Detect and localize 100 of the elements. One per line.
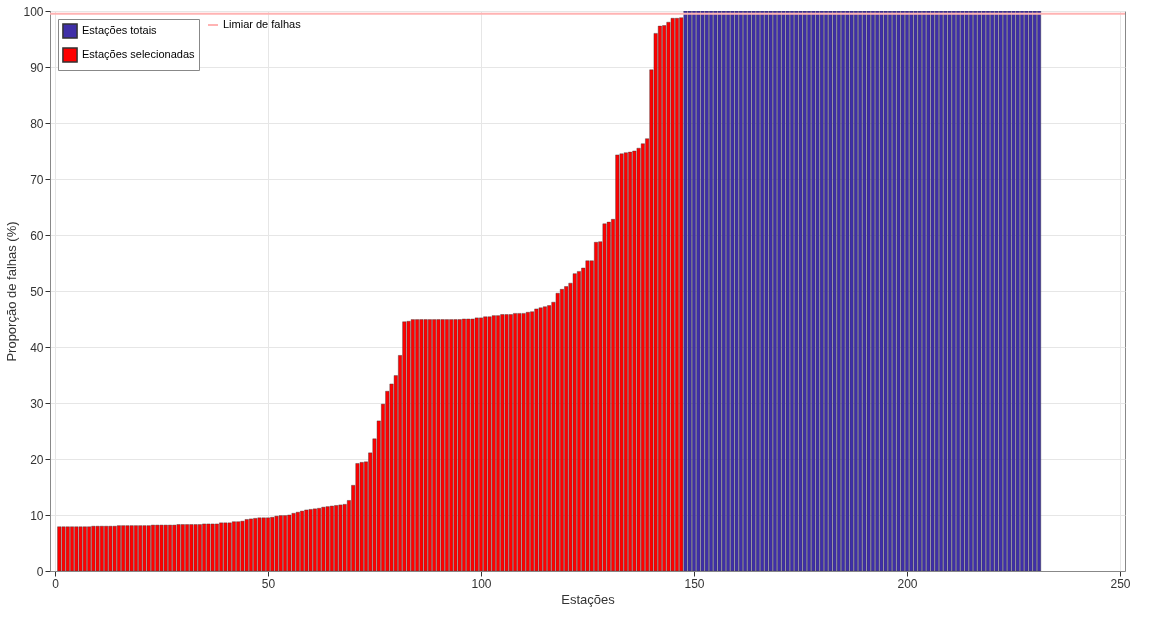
y-tick-label: 30 [30, 396, 44, 411]
bar [943, 11, 948, 571]
bar [440, 319, 445, 571]
y-tick-label: 80 [30, 116, 44, 131]
y-tick-label: 70 [30, 172, 44, 187]
bar [312, 508, 317, 571]
bar [261, 517, 266, 571]
bar [253, 518, 258, 571]
bar [1024, 11, 1029, 571]
bar [61, 526, 66, 571]
bar [981, 11, 986, 571]
bar [909, 11, 914, 571]
bar [883, 11, 888, 571]
bar [619, 153, 624, 571]
bar [764, 11, 769, 571]
x-tick-label: 150 [684, 576, 705, 591]
bar [176, 524, 181, 571]
bar [125, 525, 130, 571]
bar [146, 525, 151, 571]
bar [900, 11, 905, 571]
x-tick-label: 200 [897, 576, 918, 591]
bar [798, 11, 803, 571]
bar [291, 513, 296, 571]
bar [768, 11, 773, 571]
bar [751, 11, 756, 571]
bar [419, 319, 424, 571]
bar [913, 11, 918, 571]
bar [755, 11, 760, 571]
bar [662, 25, 667, 571]
y-tick-label: 20 [30, 452, 44, 467]
y-tick-label: 100 [23, 4, 44, 19]
bar [257, 517, 262, 571]
bar [998, 11, 1003, 571]
bar [155, 524, 160, 571]
bar [121, 525, 126, 571]
bar [308, 509, 313, 571]
bar [819, 11, 824, 571]
bar [236, 521, 241, 571]
bar [359, 462, 364, 571]
bar [858, 11, 863, 571]
y-tick-label: 0 [36, 564, 44, 579]
legend-label: Estações totais [82, 24, 158, 36]
bar [180, 524, 185, 571]
bar [342, 504, 347, 571]
bar [189, 524, 194, 571]
bar [815, 11, 820, 571]
bar [930, 11, 935, 571]
bar [892, 11, 897, 571]
bar [508, 314, 513, 571]
bar [602, 223, 607, 571]
bar [142, 525, 147, 571]
bar [666, 22, 671, 571]
bar [95, 526, 100, 571]
bar [321, 506, 326, 571]
bar [828, 11, 833, 571]
bar [99, 526, 104, 571]
bar [947, 11, 952, 571]
x-axis-title: Estações [561, 591, 616, 607]
bar [572, 273, 577, 571]
bar [517, 313, 522, 571]
bar [547, 305, 552, 571]
bar [990, 11, 995, 571]
bar [832, 11, 837, 571]
bar [896, 11, 901, 571]
bar [57, 526, 62, 571]
bar [270, 517, 275, 571]
bar [423, 319, 428, 571]
bar [470, 318, 475, 571]
bar [138, 525, 143, 571]
bar [227, 522, 232, 571]
bar [338, 504, 343, 571]
bar [994, 11, 999, 571]
bar [91, 526, 96, 571]
bar [696, 11, 701, 571]
bar [760, 11, 765, 571]
bar [866, 11, 871, 571]
bar [968, 11, 973, 571]
y-axis-title: Proporção de falhas (%) [4, 221, 20, 362]
bar [785, 11, 790, 571]
bar [427, 319, 432, 571]
bar [811, 11, 816, 571]
bar [278, 515, 283, 571]
bar [432, 319, 437, 571]
bar [977, 11, 982, 571]
bar [704, 11, 709, 571]
bar [214, 523, 219, 571]
bar [466, 318, 471, 571]
bar [325, 506, 330, 571]
bar [606, 221, 611, 571]
legend-label: Limiar de falhas [223, 18, 302, 30]
bar [402, 321, 407, 571]
bar [1007, 11, 1012, 571]
bar [406, 321, 411, 571]
bar [129, 525, 134, 571]
bar [615, 154, 620, 571]
bar [521, 313, 526, 571]
bar [794, 11, 799, 571]
bar [82, 526, 87, 571]
bar [483, 316, 488, 571]
bar [219, 522, 224, 571]
